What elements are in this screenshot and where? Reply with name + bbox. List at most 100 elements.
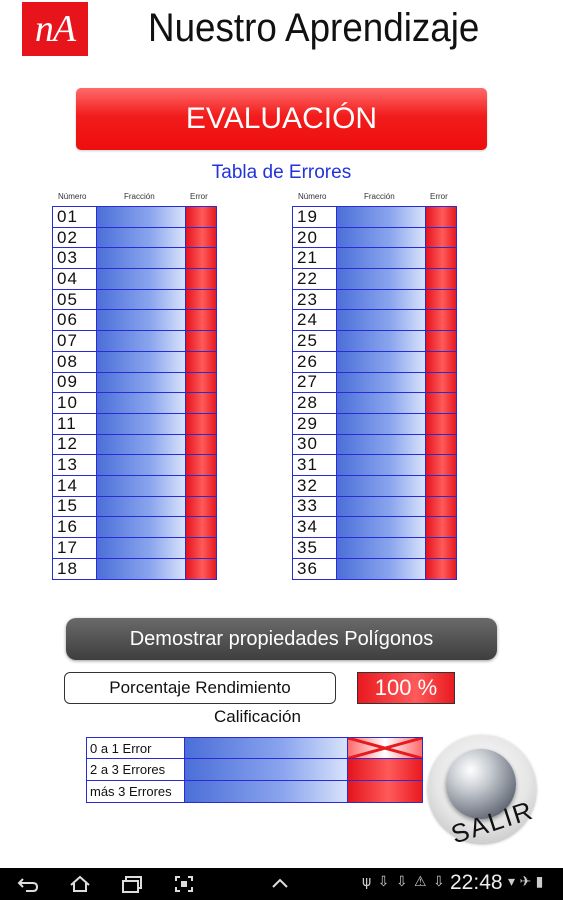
table-row: 12 bbox=[53, 434, 216, 456]
table-row: 20 bbox=[293, 228, 456, 249]
grading-row-label: más 3 Errores bbox=[87, 780, 185, 802]
row-error-cell bbox=[186, 207, 216, 227]
row-fraction-cell bbox=[337, 496, 426, 517]
row-fraction-cell bbox=[337, 455, 426, 475]
recent-apps-icon[interactable] bbox=[120, 874, 144, 894]
row-fraction-cell bbox=[337, 538, 426, 558]
table-row: 11 bbox=[53, 414, 216, 435]
row-fraction-cell bbox=[337, 227, 426, 248]
row-error-cell bbox=[426, 207, 456, 227]
up-arrow-icon[interactable] bbox=[268, 874, 292, 894]
row-number: 17 bbox=[53, 538, 97, 558]
table-row: 24 bbox=[293, 310, 456, 332]
row-error-cell bbox=[186, 227, 216, 248]
row-number: 23 bbox=[293, 290, 337, 310]
row-number: 27 bbox=[293, 372, 337, 393]
table-row: 16 bbox=[53, 517, 216, 538]
row-error-cell bbox=[186, 434, 216, 455]
screenshot-icon[interactable] bbox=[172, 874, 196, 894]
row-fraction-cell bbox=[97, 227, 186, 248]
home-icon[interactable] bbox=[68, 874, 92, 894]
row-number: 14 bbox=[53, 476, 97, 496]
table-row: 27 bbox=[293, 372, 456, 394]
row-error-cell bbox=[186, 248, 216, 269]
row-number: 04 bbox=[53, 269, 97, 289]
table-header: Número Fracción Error bbox=[52, 190, 217, 206]
grading-fraction-cell bbox=[185, 759, 348, 780]
row-error-cell bbox=[186, 496, 216, 517]
row-error-cell bbox=[186, 558, 216, 580]
demo-polygons-button[interactable]: Demostrar propiedades Polígonos bbox=[66, 618, 497, 660]
row-fraction-cell bbox=[97, 475, 186, 496]
table-row: 02 bbox=[53, 228, 216, 249]
grading-title: Calificación bbox=[214, 707, 301, 726]
status-system-icons: ▾ ✈ ▮ bbox=[508, 874, 544, 890]
grading-row: 2 a 3 Errores bbox=[87, 759, 422, 781]
row-error-cell bbox=[426, 393, 456, 413]
row-error-cell bbox=[426, 434, 456, 455]
row-error-cell bbox=[186, 269, 216, 289]
header-number: Número bbox=[58, 192, 87, 201]
grading-row: 0 a 1 Error bbox=[87, 738, 422, 760]
row-number: 33 bbox=[293, 496, 337, 517]
row-number: 16 bbox=[53, 517, 97, 537]
row-fraction-cell bbox=[97, 517, 186, 537]
cross-mark-icon bbox=[348, 738, 422, 759]
table-row: 18 bbox=[53, 558, 216, 580]
row-error-cell bbox=[426, 331, 456, 351]
row-fraction-cell bbox=[97, 413, 186, 434]
grading-error-cell bbox=[348, 780, 422, 802]
system-nav-bar: ψ ⇩ ⇩ ⚠ ⇩ 22:48 ▾ ✈ ▮ bbox=[0, 868, 563, 900]
app-logo: nA bbox=[22, 2, 88, 56]
row-number: 22 bbox=[293, 269, 337, 289]
errors-table-title: Tabla de Errores bbox=[211, 162, 352, 183]
exit-button[interactable]: SALIR bbox=[428, 735, 538, 849]
row-error-cell bbox=[426, 372, 456, 393]
table-row: 34 bbox=[293, 517, 456, 538]
table-row: 21 bbox=[293, 248, 456, 270]
row-number: 36 bbox=[293, 558, 337, 580]
row-error-cell bbox=[426, 475, 456, 496]
row-error-cell bbox=[426, 227, 456, 248]
errors-table-right: Número Fracción Error 19 20 21 22 23 24 25 26 27… bbox=[292, 190, 457, 581]
row-error-cell bbox=[186, 413, 216, 434]
row-fraction-cell bbox=[97, 393, 186, 413]
row-number: 30 bbox=[293, 434, 337, 455]
back-icon[interactable] bbox=[16, 874, 40, 894]
row-fraction-cell bbox=[337, 372, 426, 393]
table-header: Número Fracción Error bbox=[292, 190, 457, 206]
grading-row-label: 0 a 1 Error bbox=[87, 738, 185, 759]
table-row: 04 bbox=[53, 269, 216, 290]
table-row: 23 bbox=[293, 290, 456, 311]
status-notification-icons: ψ ⇩ ⇩ ⚠ ⇩ bbox=[362, 874, 446, 890]
row-error-cell bbox=[426, 496, 456, 517]
table-row: 07 bbox=[53, 331, 216, 352]
row-fraction-cell bbox=[97, 558, 186, 580]
performance-label: Porcentaje Rendimiento bbox=[64, 672, 336, 704]
table-row: 10 bbox=[53, 393, 216, 414]
row-error-cell bbox=[186, 351, 216, 372]
row-fraction-cell bbox=[97, 372, 186, 393]
row-error-cell bbox=[426, 413, 456, 434]
performance-value: 100 % bbox=[357, 672, 455, 704]
row-error-cell bbox=[186, 289, 216, 310]
row-error-cell bbox=[426, 517, 456, 537]
header-error: Error bbox=[430, 192, 448, 201]
row-number: 20 bbox=[293, 228, 337, 248]
row-error-cell bbox=[186, 538, 216, 558]
row-number: 13 bbox=[53, 455, 97, 475]
grading-row-label: 2 a 3 Errores bbox=[87, 759, 185, 780]
row-error-cell bbox=[186, 310, 216, 331]
table-row: 29 bbox=[293, 414, 456, 435]
header-error: Error bbox=[190, 192, 208, 201]
row-number: 28 bbox=[293, 393, 337, 413]
row-error-cell bbox=[186, 517, 216, 537]
table-row: 19 bbox=[293, 207, 456, 228]
row-fraction-cell bbox=[337, 289, 426, 310]
row-error-cell bbox=[426, 455, 456, 475]
row-number: 34 bbox=[293, 517, 337, 537]
table-row: 33 bbox=[293, 496, 456, 518]
row-number: 02 bbox=[53, 228, 97, 248]
row-error-cell bbox=[426, 289, 456, 310]
row-number: 32 bbox=[293, 476, 337, 496]
